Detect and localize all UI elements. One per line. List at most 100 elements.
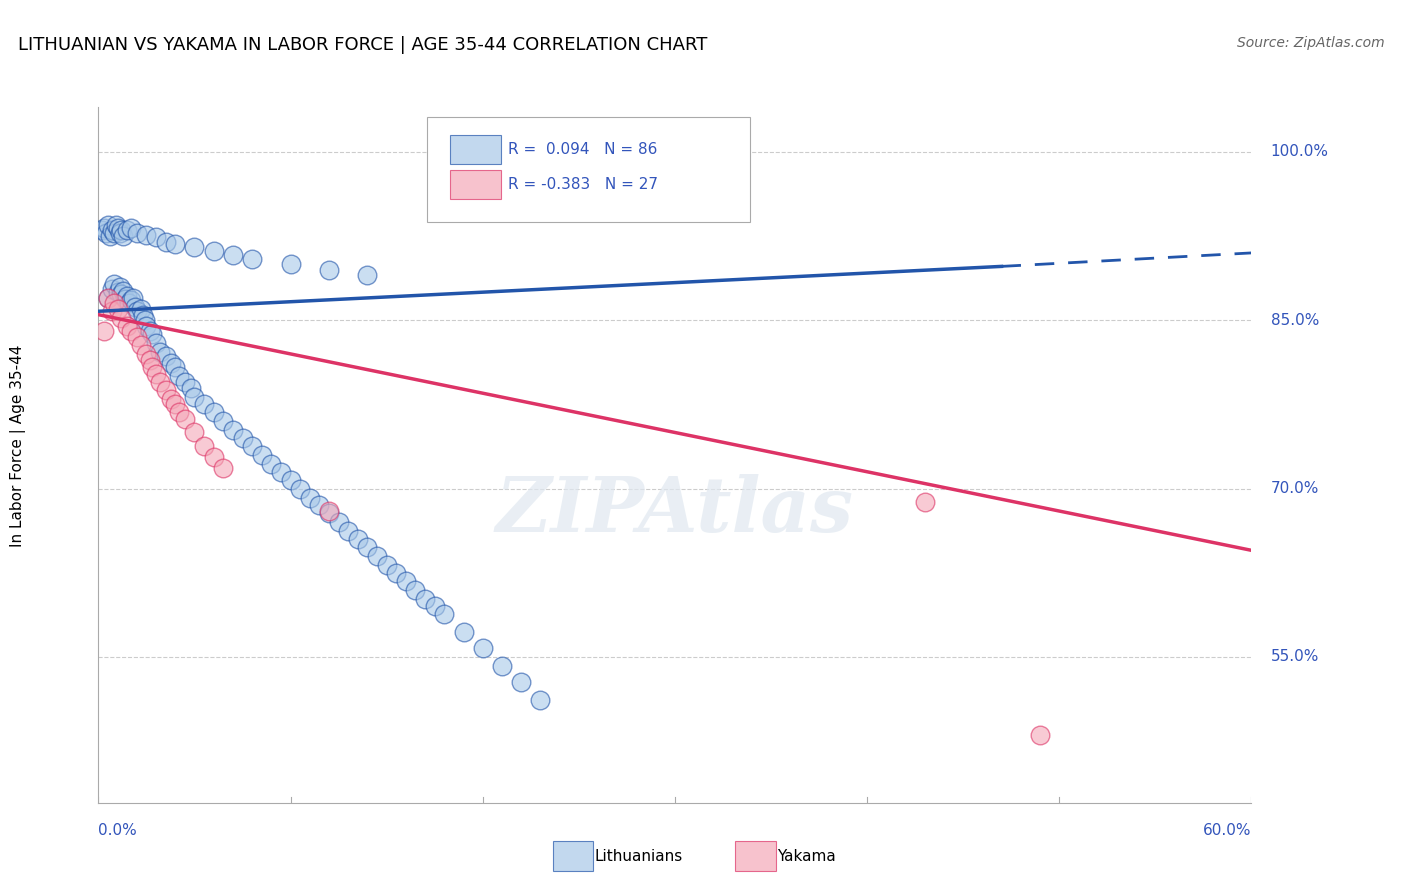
Point	[423, 599, 446, 614]
Point	[131, 308, 153, 322]
FancyBboxPatch shape	[450, 169, 501, 199]
Point	[103, 226, 125, 240]
Point	[240, 252, 263, 266]
Point	[120, 221, 142, 235]
Point	[510, 674, 533, 689]
Point	[193, 439, 215, 453]
Point	[103, 277, 125, 292]
Point	[298, 491, 321, 505]
Point	[356, 540, 378, 554]
Point	[107, 221, 129, 235]
FancyBboxPatch shape	[450, 135, 501, 164]
Point	[165, 360, 187, 375]
Point	[491, 659, 513, 673]
Point	[139, 352, 162, 367]
Point	[202, 244, 225, 258]
Point	[167, 369, 190, 384]
Point	[202, 405, 225, 419]
Point	[93, 221, 115, 235]
Point	[167, 405, 190, 419]
Point	[318, 262, 340, 277]
Point	[101, 223, 124, 237]
Point	[114, 292, 136, 306]
Point	[145, 335, 167, 350]
Point	[337, 524, 360, 539]
Text: Lithuanians: Lithuanians	[595, 849, 683, 863]
Point	[125, 226, 148, 240]
Point	[405, 582, 427, 597]
Text: In Labor Force | Age 35-44: In Labor Force | Age 35-44	[10, 345, 27, 547]
Point	[174, 412, 197, 426]
Point	[97, 291, 120, 305]
Point	[280, 473, 302, 487]
Point	[129, 338, 152, 352]
Point	[135, 347, 157, 361]
Text: 70.0%: 70.0%	[1271, 481, 1319, 496]
Point	[125, 330, 148, 344]
Point	[529, 692, 551, 706]
FancyBboxPatch shape	[427, 118, 749, 222]
Point	[117, 288, 138, 302]
Point	[375, 558, 398, 572]
Point	[103, 296, 125, 310]
Point	[160, 356, 183, 370]
Point	[280, 257, 302, 271]
Point	[165, 236, 187, 251]
Point	[135, 318, 157, 333]
Point	[120, 293, 142, 307]
Point	[260, 457, 283, 471]
Point	[112, 284, 135, 298]
Text: Source: ZipAtlas.com: Source: ZipAtlas.com	[1237, 36, 1385, 50]
Text: Yakama: Yakama	[778, 849, 837, 863]
Point	[155, 383, 177, 397]
Point	[117, 223, 138, 237]
Point	[107, 285, 129, 300]
Point	[97, 218, 120, 232]
Text: R = -0.383   N = 27: R = -0.383 N = 27	[508, 177, 658, 192]
Point	[149, 375, 172, 389]
Point	[139, 325, 162, 339]
Point	[231, 431, 254, 445]
Point	[193, 397, 215, 411]
Point	[110, 223, 132, 237]
Point	[308, 499, 330, 513]
Point	[202, 450, 225, 465]
Point	[180, 381, 202, 395]
Point	[129, 301, 152, 316]
Point	[395, 574, 418, 588]
Point	[122, 291, 145, 305]
Point	[346, 532, 368, 546]
Point	[108, 226, 131, 240]
Point	[110, 311, 132, 326]
Point	[222, 248, 245, 262]
Point	[101, 304, 124, 318]
Point	[93, 325, 115, 339]
Point	[270, 465, 292, 479]
Point	[240, 439, 263, 453]
Point	[125, 304, 148, 318]
Point	[110, 287, 132, 301]
Point	[91, 223, 114, 237]
Point	[471, 640, 494, 655]
Point	[318, 504, 340, 518]
Text: R =  0.094   N = 86: R = 0.094 N = 86	[508, 142, 657, 157]
Point	[107, 301, 129, 316]
Point	[97, 291, 120, 305]
Point	[135, 227, 157, 242]
Point	[183, 240, 205, 254]
Point	[174, 375, 197, 389]
Point	[183, 390, 205, 404]
Point	[134, 313, 156, 327]
Point	[212, 414, 235, 428]
Point	[160, 392, 183, 406]
Point	[124, 300, 146, 314]
Point	[108, 279, 131, 293]
Point	[433, 607, 456, 622]
Text: 85.0%: 85.0%	[1271, 313, 1319, 327]
Point	[155, 235, 177, 249]
Point	[145, 230, 167, 244]
Point	[366, 549, 388, 563]
Point	[328, 515, 350, 529]
Point	[112, 229, 135, 244]
Point	[98, 229, 121, 244]
